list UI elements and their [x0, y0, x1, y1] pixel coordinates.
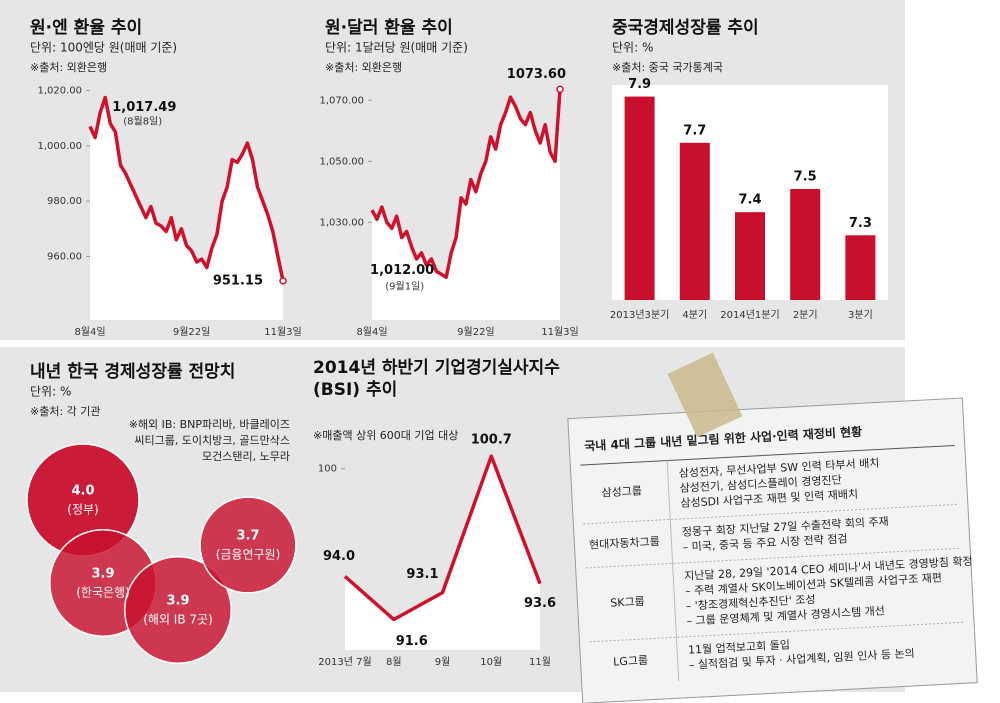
value-label: 3.7: [236, 529, 259, 544]
data-line: [370, 89, 562, 280]
value-label: 93.1: [406, 567, 438, 582]
memo-group: 현대자동차그룹: [589, 535, 660, 552]
x-tick-label: 2013년 7월: [318, 656, 371, 668]
bar: [790, 189, 821, 300]
value-label: 100.7: [471, 433, 512, 448]
bubble-label: (한국은행): [76, 585, 130, 600]
value-label: 7.7: [683, 123, 706, 138]
x-tick-label: 4분기: [682, 309, 707, 321]
area-fill: [90, 97, 283, 320]
value-label: 1,017.49: [112, 100, 176, 115]
value-label: 7.9: [628, 77, 651, 92]
chart-subtitle: 단위: 100엔당 원(매매 기준): [30, 41, 177, 55]
chart-title: 원·달러 환율 추이: [325, 17, 453, 38]
chart-title: 내년 한국 경제성장률 전망치: [30, 362, 235, 382]
bubble: [199, 496, 297, 594]
x-tick-label: 8월4일: [74, 326, 105, 338]
area-fill: [345, 456, 540, 650]
value-label: 4.0: [71, 484, 94, 499]
chart-title: (BSI) 추이: [313, 380, 397, 400]
x-tick-label: 11월3일: [541, 326, 579, 338]
y-tick-label: 100: [318, 464, 337, 475]
bar: [735, 212, 765, 300]
value-label: 7.5: [794, 170, 817, 185]
annotation: (9월1일): [385, 280, 424, 292]
chart-source: ※출처: 각 기관: [30, 405, 101, 418]
note: 씨티그룹, 도이치방크, 골드만삭스: [134, 434, 290, 447]
x-tick-label: 2013년3분기: [610, 309, 669, 321]
annotation: (8월8일): [123, 115, 162, 127]
x-tick-label: 8월4일: [356, 326, 387, 338]
x-tick-label: 11월3일: [264, 326, 302, 338]
note: 모건스탠리, 노무라: [202, 450, 290, 463]
bubble-label: (정부): [67, 503, 98, 517]
memo-rule: [580, 444, 955, 466]
memo-group: 삼성그룹: [601, 484, 642, 499]
end-marker: [556, 85, 564, 94]
memo-line: 11월 업적보고회 돌입: [688, 638, 790, 656]
y-tick-label: 960.00: [47, 251, 82, 262]
data-line: [88, 95, 285, 282]
y-tick-label: 980.00: [47, 196, 82, 207]
y-tick-label: 1,000.00: [37, 141, 82, 152]
x-tick-label: 2014년1분기: [720, 309, 779, 321]
chart-subtitle: 단위: %: [612, 41, 653, 55]
value-label: 7.4: [738, 193, 761, 208]
value-label: 7.3: [849, 216, 872, 231]
y-tick-label: 1,070.00: [319, 95, 364, 106]
bar: [845, 235, 876, 300]
chart-subtitle: 단위: %: [30, 385, 71, 399]
x-tick-label: 9월: [435, 656, 451, 668]
value-label: 951.15: [213, 273, 263, 288]
memo-row-rule: [585, 547, 961, 569]
value-label: 3.9: [166, 594, 189, 609]
chart-title: 원·엔 환율 추이: [30, 18, 142, 38]
bubble-label: (금융연구원): [216, 548, 281, 562]
y-tick-label: 1,020.00: [37, 86, 82, 97]
bubble-label: (해외 IB 7곳): [143, 613, 213, 627]
x-tick-label: 11월: [529, 656, 551, 668]
chart-subtitle: ※매출액 상위 600대 기업 대상: [313, 429, 458, 442]
chart-source: ※출처: 중국 국가통계국: [612, 61, 723, 74]
memo-card: 국내 4대 그룹 내년 밑그림 위한 사업·인력 재정비 현황삼성그룹삼성전자,…: [567, 397, 978, 703]
memo-row-rule: [589, 621, 965, 643]
x-tick-label: 3분기: [848, 309, 873, 321]
chart-title: 중국경제성장률 추이: [612, 18, 759, 38]
data-line: [343, 454, 542, 622]
end-marker: [279, 277, 287, 285]
chart-subtitle: 단위: 1달러당 원(매매 기준): [325, 41, 468, 55]
y-tick-label: 1,030.00: [319, 217, 364, 228]
x-tick-label: 9월22일: [457, 326, 495, 338]
memo-group: SK그룹: [610, 595, 645, 610]
bubble: [124, 556, 232, 664]
x-tick-label: 2분기: [793, 309, 818, 321]
chart-source: ※출처: 외환은행: [30, 61, 107, 74]
x-tick-label: 9월22일: [173, 326, 211, 338]
value-label: 91.6: [396, 634, 428, 649]
bar: [624, 96, 655, 300]
x-tick-label: 8월: [386, 656, 402, 668]
chart-source: ※출처: 외환은행: [325, 61, 402, 74]
tape: [667, 352, 743, 438]
y-tick-label: 1,050.00: [319, 156, 364, 167]
value-label: 94.0: [323, 549, 355, 564]
x-tick-label: 10월: [480, 656, 502, 668]
memo-row-rule: [583, 503, 958, 525]
value-label: 93.6: [524, 596, 556, 611]
value-label: 1073.60: [507, 67, 566, 82]
memo-group: LG그룹: [613, 654, 649, 669]
chart-title: 2014년 하반기 기업경기실사지수: [313, 358, 560, 378]
note: ※해외 IB: BNP파리바, 바클레이즈: [129, 417, 290, 431]
memo-col-rule: [666, 460, 680, 682]
bar: [679, 142, 710, 300]
value-label: 3.9: [91, 567, 114, 582]
value-label: 1,012.00: [370, 263, 434, 278]
